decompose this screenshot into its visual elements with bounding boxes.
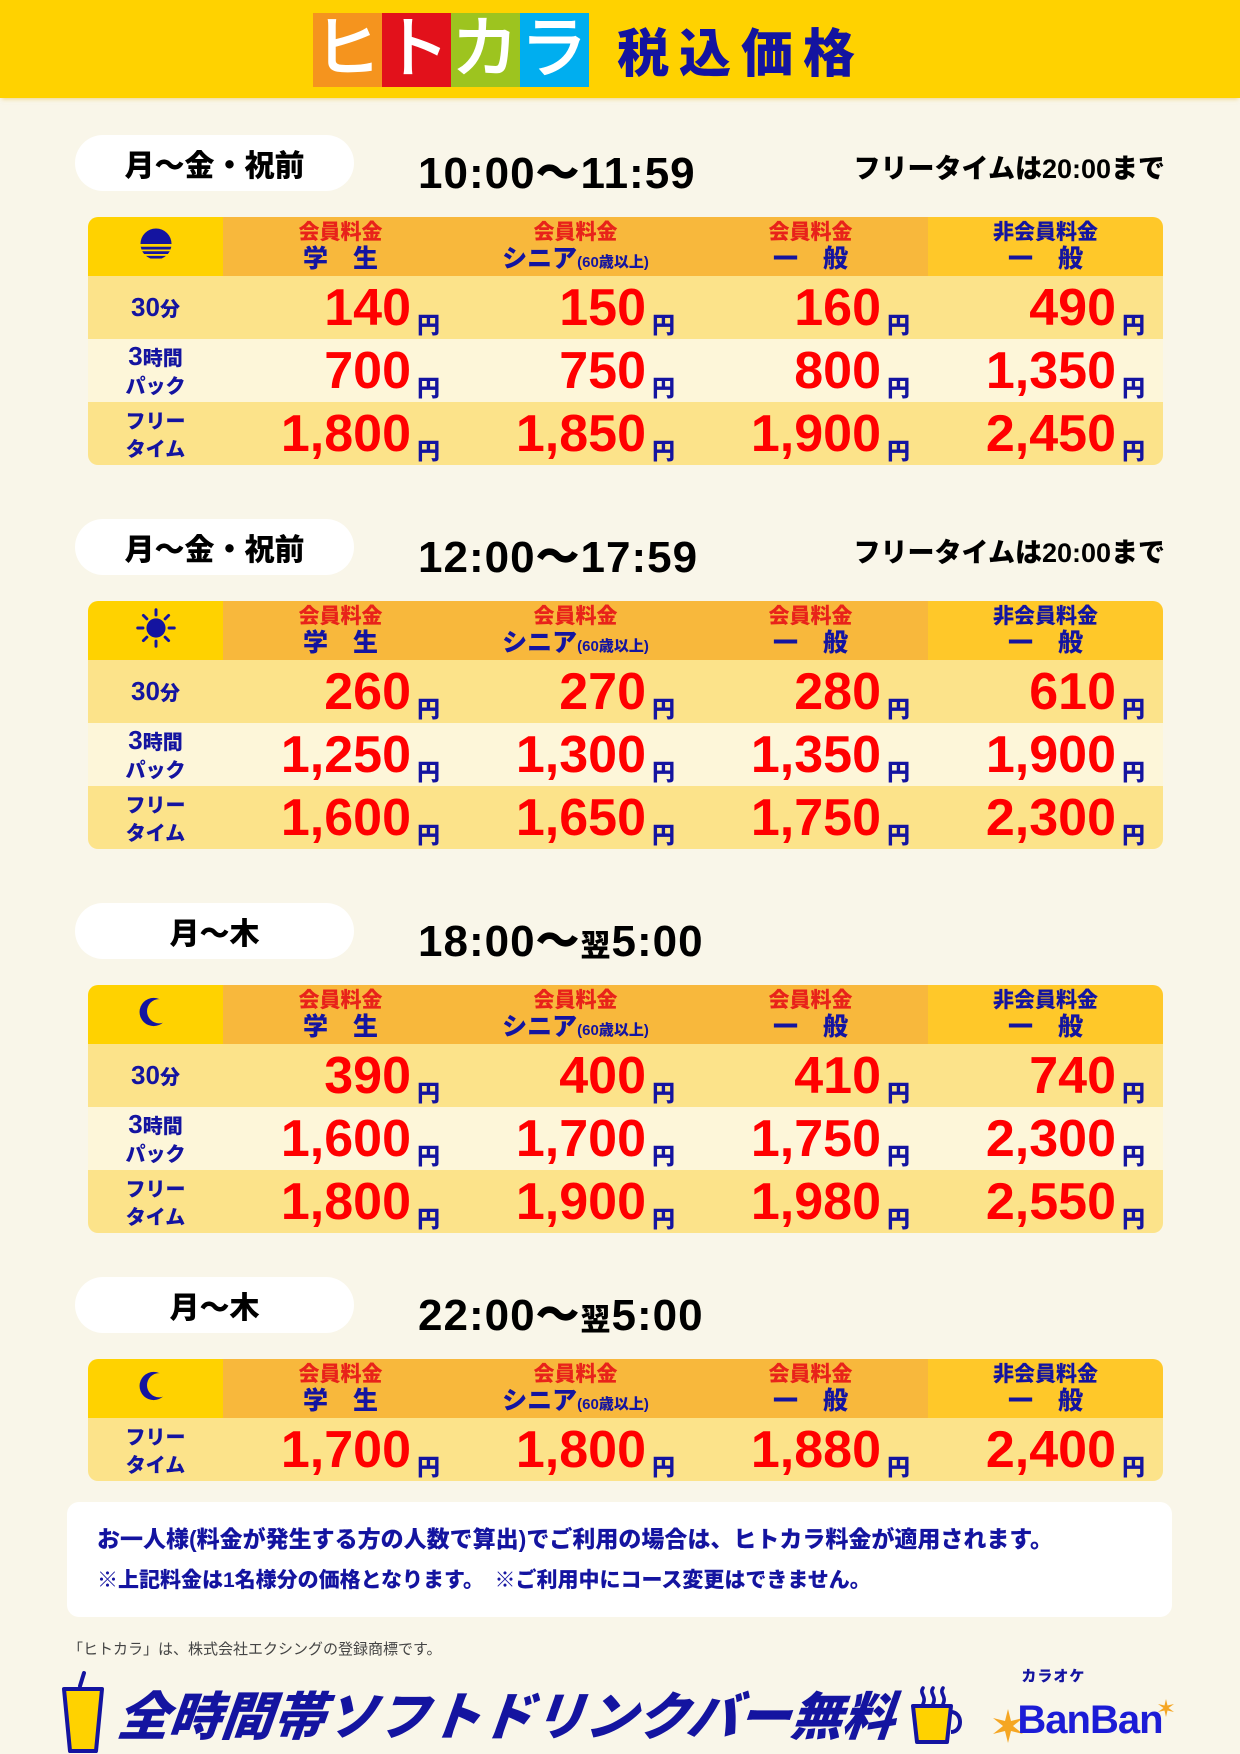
svg-text:ラ: ラ <box>521 13 587 85</box>
svg-text:ト: ト <box>383 13 449 85</box>
svg-text:カ: カ <box>452 13 518 85</box>
svg-text:ヒ: ヒ <box>314 13 380 85</box>
